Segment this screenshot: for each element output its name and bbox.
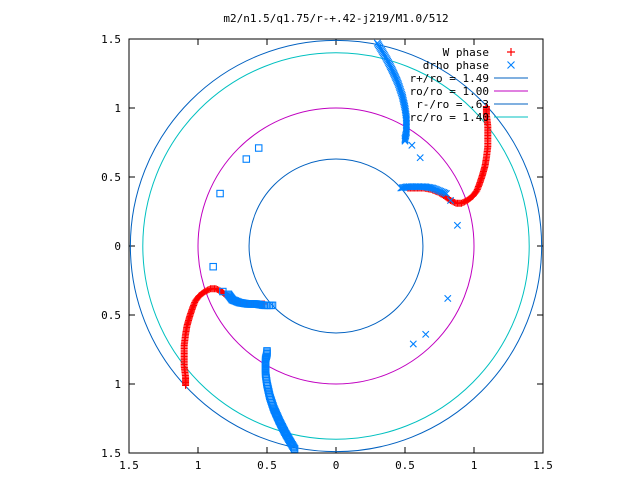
legend-label: drho phase xyxy=(423,59,489,72)
data-marks xyxy=(180,39,492,453)
drho-phase-point xyxy=(401,134,409,142)
y-tick-label: 0.5 xyxy=(101,309,121,322)
drho-phase-point xyxy=(216,189,224,198)
drho-phase-point xyxy=(444,294,452,303)
drho-phase-point xyxy=(401,136,409,144)
legend-marker-cross xyxy=(507,61,515,69)
drho-phase-point xyxy=(442,189,450,198)
drho-phase-point xyxy=(441,189,449,197)
legend-label: ro/ro = 1.00 xyxy=(410,85,489,98)
drho-phase-point xyxy=(209,262,217,271)
drho-phase-point xyxy=(453,221,462,229)
drho-phase-point xyxy=(219,287,227,296)
drho-phase-point xyxy=(226,292,234,301)
legend-label: W phase xyxy=(443,46,489,59)
y-tick-label: 0 xyxy=(114,240,121,253)
x-tick-label: 1.5 xyxy=(119,459,139,472)
drho-phase-point xyxy=(426,183,434,192)
drho-phase-point xyxy=(416,154,424,162)
legend-marker-plus xyxy=(507,48,515,56)
x-tick-label: 1 xyxy=(471,459,478,472)
y-tick-label: 0.5 xyxy=(101,171,121,184)
drho-phase-point xyxy=(242,155,251,163)
chart-title: m2/n1.5/q1.75/r-+.42-j219/M1.0/512 xyxy=(223,12,448,25)
x-tick-label: 0 xyxy=(333,459,340,472)
drho-phase-point xyxy=(446,196,455,205)
circle-ro xyxy=(197,107,475,385)
y-tick-label: 1.5 xyxy=(101,447,121,460)
legend-label: rc/ro = 1.40 xyxy=(410,111,489,124)
legend-label: r-/ro = .63 xyxy=(416,98,489,111)
drho-phase-point xyxy=(422,330,430,338)
circle-r+ xyxy=(129,39,543,453)
y-tick-label: 1 xyxy=(114,102,121,115)
drho-phase-point xyxy=(409,340,417,348)
x-tick-label: 0.5 xyxy=(395,459,415,472)
x-tick-label: 1 xyxy=(195,459,202,472)
legend-label: r+/ro = 1.49 xyxy=(410,72,489,85)
x-tick-label: 0.5 xyxy=(257,459,277,472)
x-tick-label: 1.5 xyxy=(533,459,553,472)
drho-phase-point xyxy=(225,291,233,300)
drho-phase-point xyxy=(263,347,271,355)
drho-phase-point xyxy=(402,130,410,138)
circle-rc xyxy=(142,52,530,440)
drho-phase-point xyxy=(408,141,416,149)
drho-phase-point xyxy=(401,137,409,145)
y-tick-label: 1.5 xyxy=(101,33,121,46)
drho-phase-point xyxy=(402,129,410,137)
axes: 1.5 1 0.5 0 0.5 1 1.51.510.500.511.5 xyxy=(101,33,553,472)
circle-r- xyxy=(248,158,424,334)
drho-phase-point xyxy=(254,144,263,152)
y-tick-label: 1 xyxy=(114,378,121,391)
reference-circles xyxy=(129,39,543,453)
